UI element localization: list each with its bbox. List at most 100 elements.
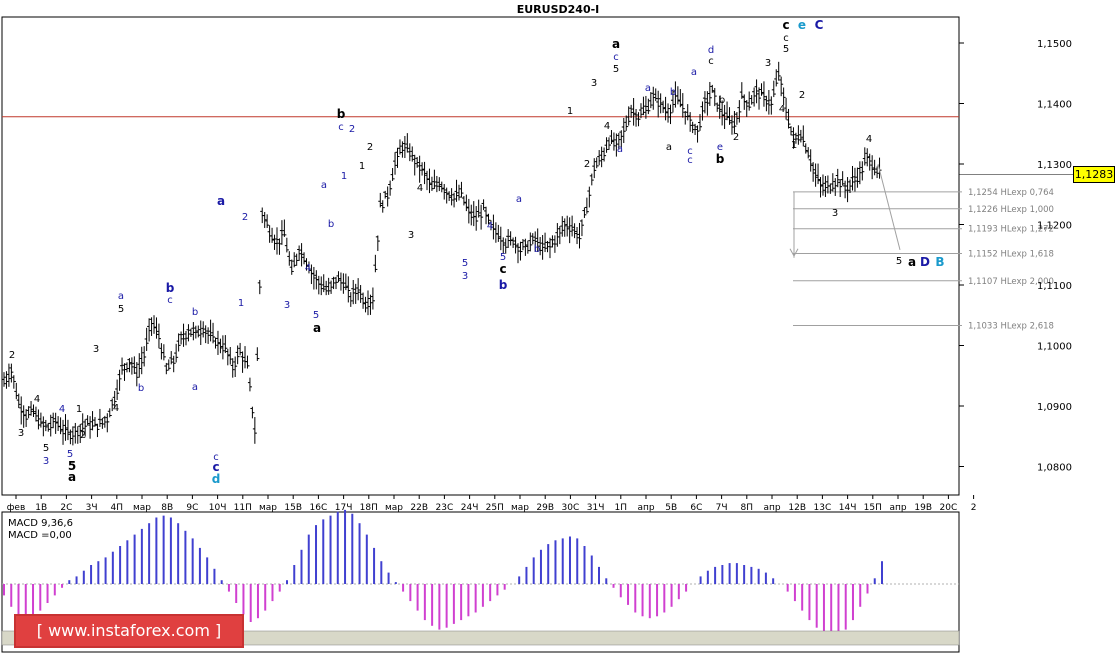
x-tick-label: 2 xyxy=(971,503,977,513)
x-tick-label: 1П xyxy=(615,503,628,513)
wave-label: 4 xyxy=(779,104,785,115)
wave-label: b xyxy=(328,219,334,230)
wave-label: 1 xyxy=(238,298,244,309)
wave-label: b xyxy=(138,383,144,394)
wave-label: c xyxy=(213,452,219,463)
wave-label: b xyxy=(719,95,725,106)
wave-label: b xyxy=(337,107,346,121)
wave-label: a xyxy=(516,194,522,205)
wave-label: 5 xyxy=(68,459,76,473)
x-tick-label: 13С xyxy=(814,503,832,513)
wave-label: 2 xyxy=(367,142,373,153)
y-tick-label: 1,0800 xyxy=(1037,463,1072,474)
wave-label: c xyxy=(687,146,693,157)
wave-label: c xyxy=(212,460,219,474)
wave-label: 3 xyxy=(765,58,771,69)
wave-label: c xyxy=(499,262,506,276)
y-axis: 1,1500 1,1400 1,1300 1,1200 1,1100 1,1000 1,09… xyxy=(959,39,1072,474)
wave-label: c xyxy=(338,122,344,133)
x-tick-label: 25П xyxy=(486,503,504,513)
x-axis: фев 1В 2С 3Ч 4П мар 8В 9С 10Ч 11П мар 15В 16С 17Ч 18П м… xyxy=(7,495,977,513)
wave-label: c xyxy=(167,295,173,306)
projection-line xyxy=(877,163,901,251)
x-tick-label: 7Ч xyxy=(716,503,728,513)
wave-label: 5 xyxy=(313,310,319,321)
y-tick-label: 1,1100 xyxy=(1037,281,1072,292)
fib-levels: 1,1254 HLexp 0,764 1,1226 HLexp 1,000 1,11… xyxy=(789,188,1054,332)
wave-label: c xyxy=(708,56,714,67)
wave-label: c xyxy=(782,18,789,32)
macd-histogram xyxy=(3,509,883,638)
wave-label: a xyxy=(321,180,327,191)
x-tick-label: 14Ч xyxy=(839,503,857,513)
wave-label: 1 xyxy=(359,161,365,172)
wave-label: 5 xyxy=(896,256,902,267)
wave-label: a xyxy=(691,67,697,78)
x-tick-label: 20С xyxy=(940,503,958,513)
x-tick-label: апр xyxy=(637,503,654,513)
fib-level-label: 1,1033 HLexp 2,618 xyxy=(968,322,1054,332)
wave-label: a xyxy=(666,142,672,153)
wave-label: 3 xyxy=(43,456,49,467)
x-tick-label: 16С xyxy=(310,503,328,513)
x-tick-label: 9С xyxy=(186,503,198,513)
chart-title: EURUSD240-I xyxy=(517,3,600,16)
wave-label: 5 xyxy=(500,252,506,263)
wave-label: 4 xyxy=(604,121,610,132)
wave-label: 4 xyxy=(113,403,119,414)
x-tick-label: мар xyxy=(385,503,403,513)
x-tick-label: 5В xyxy=(665,503,677,513)
wave-label: 1 xyxy=(567,106,573,117)
wave-label: c xyxy=(783,33,789,44)
x-tick-label: мар xyxy=(259,503,277,513)
x-tick-label: 4П xyxy=(111,503,124,513)
wave-label: C xyxy=(815,18,824,32)
wave-label: d xyxy=(212,472,221,486)
wave-label: a xyxy=(617,144,623,155)
y-tick-label: 1,1300 xyxy=(1037,160,1072,171)
macd-value-label: MACD =0,00 xyxy=(8,530,72,541)
wave-label: 5 xyxy=(783,44,789,55)
wave-label: d xyxy=(708,45,714,56)
wave-label: 3 xyxy=(284,300,290,311)
wave-label: c xyxy=(613,52,619,63)
y-tick-label: 1,1000 xyxy=(1037,342,1072,353)
macd-label: MACD 9,36,6 xyxy=(8,518,73,529)
wave-label: 3 xyxy=(462,271,468,282)
wave-label: b xyxy=(166,281,175,295)
wave-label: 3 xyxy=(832,208,838,219)
wave-label: 4 xyxy=(34,394,40,405)
wave-label: 3 xyxy=(93,344,99,355)
wave-label: 2 xyxy=(80,430,86,441)
wave-label: 4 xyxy=(417,183,423,194)
wave-label: D xyxy=(920,255,930,269)
wave-label: 2 xyxy=(9,350,15,361)
wave-label: 2 xyxy=(733,132,739,143)
wave-label: 4 xyxy=(487,221,493,232)
wave-label: b xyxy=(534,244,540,255)
x-tick-label: 6С xyxy=(690,503,702,513)
wave-label: 5 xyxy=(67,449,73,460)
wave-label: b xyxy=(499,278,508,292)
y-tick-label: 1,1400 xyxy=(1037,100,1072,111)
wave-label: 5 xyxy=(462,258,468,269)
x-tick-label: 2С xyxy=(60,503,72,513)
wave-label: a xyxy=(192,382,198,393)
main-plot-frame xyxy=(1,16,960,496)
fib-level-label: 1,1107 HLexp 2,000 xyxy=(968,277,1054,287)
price-bars xyxy=(2,61,1073,446)
wave-label: B xyxy=(935,255,944,269)
wave-label: 2 xyxy=(349,124,355,135)
watermark-logo[interactable]: [ www.instaforex.com ] xyxy=(14,614,244,648)
x-tick-label: 23С xyxy=(436,503,454,513)
x-tick-label: 18П xyxy=(360,503,378,513)
wave-label: 4 xyxy=(305,263,311,274)
wave-label: 5 xyxy=(43,443,49,454)
x-tick-label: мар xyxy=(511,503,529,513)
fib-level-label: 1,1152 HLexp 1,618 xyxy=(968,250,1054,260)
y-tick-label: 1,0900 xyxy=(1037,402,1072,413)
wave-label: 5 xyxy=(613,64,619,75)
